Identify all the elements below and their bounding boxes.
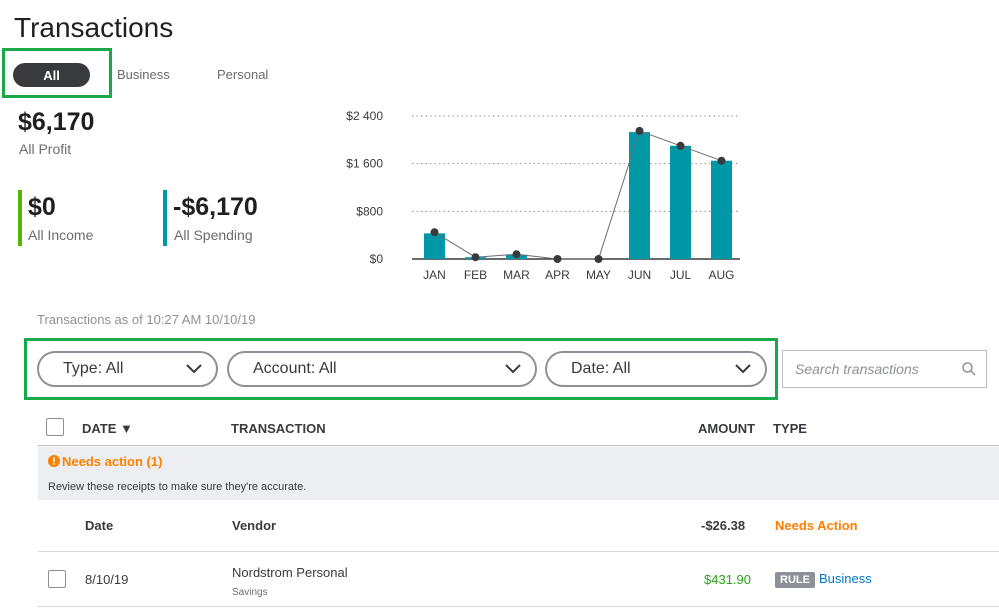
- pending-row-vendor: Vendor: [232, 518, 277, 533]
- account-filter-label: Account: All: [253, 360, 337, 377]
- rule-badge: RULE: [775, 572, 815, 588]
- chart-point: [635, 126, 644, 135]
- spending-indicator: [163, 190, 167, 246]
- row-checkbox[interactable]: [48, 570, 66, 588]
- pending-row-amount: -$26.38: [701, 518, 746, 533]
- chart-bar: [711, 160, 732, 259]
- chart-x-tick-label: JUL: [670, 268, 692, 282]
- header-divider: [38, 445, 999, 446]
- column-header-date[interactable]: DATE ▼: [82, 421, 133, 436]
- alert-icon: [48, 455, 60, 467]
- row-date: 8/10/19: [85, 572, 129, 587]
- date-filter-dropdown[interactable]: Date: All: [545, 351, 767, 387]
- tab-personal[interactable]: Personal: [217, 67, 269, 82]
- chart-y-tick-label: $0: [370, 252, 384, 266]
- chevron-down-icon: [186, 364, 202, 374]
- select-all-checkbox[interactable]: [46, 418, 64, 436]
- row-transaction-name[interactable]: Nordstrom Personal: [232, 565, 348, 580]
- chart-x-tick-label: MAY: [586, 268, 611, 282]
- filters-highlight: [24, 338, 778, 400]
- chevron-down-icon: [735, 364, 751, 374]
- as-of-timestamp: Transactions as of 10:27 AM 10/10/19: [37, 312, 256, 327]
- needs-action-description: Review these receipts to make sure they'…: [48, 481, 307, 493]
- spending-label: All Spending: [174, 227, 253, 243]
- needs-action-status[interactable]: Needs Action: [775, 518, 858, 533]
- column-header-amount: AMOUNT: [698, 421, 756, 436]
- chart-point: [430, 228, 439, 237]
- date-filter-label: Date: All: [571, 360, 631, 377]
- page-title: Transactions: [14, 12, 174, 43]
- chart-bar: [629, 132, 650, 259]
- chart-x-tick-label: JUN: [628, 268, 651, 282]
- row-divider: [38, 606, 999, 607]
- needs-action-banner: [38, 447, 999, 500]
- chart-y-tick-label: $1 600: [346, 157, 383, 171]
- search-input[interactable]: [793, 360, 957, 378]
- chart-x-tick-label: APR: [545, 268, 570, 282]
- account-filter-dropdown[interactable]: Account: All: [227, 351, 537, 387]
- chart-trend-line: [434, 130, 722, 260]
- chart-point: [594, 255, 603, 263]
- income-label: All Income: [28, 227, 94, 243]
- income-value: $0: [28, 193, 56, 221]
- chart-bar: [424, 233, 445, 259]
- chart-y-tick-label: $2 400: [346, 109, 383, 123]
- tab-all[interactable]: All: [13, 63, 90, 87]
- profit-label: All Profit: [19, 141, 72, 157]
- chart-point: [471, 253, 480, 262]
- monthly-profit-chart: $0 $800 $1 600 $2 400 JAN FEB MAR APR MAY JUN JUL A…: [346, 109, 740, 282]
- profit-value: $6,170: [18, 108, 95, 136]
- filter-tabs-highlight: [2, 48, 112, 98]
- needs-action-title[interactable]: Needs action (1): [62, 454, 163, 469]
- chart-x-tick-label: JAN: [423, 268, 446, 282]
- column-header-type: TYPE: [773, 421, 807, 436]
- tab-business[interactable]: Business: [117, 67, 170, 82]
- row-account: Savings: [232, 587, 268, 598]
- chart-bar: [670, 145, 691, 259]
- type-filter-dropdown[interactable]: Type: All: [37, 351, 218, 387]
- type-filter-label: Type: All: [63, 360, 124, 377]
- pending-row-date: Date: [85, 518, 114, 533]
- chart-x-tick-label: FEB: [464, 268, 487, 282]
- spending-value: -$6,170: [173, 193, 258, 221]
- chart-x-tick-label: MAR: [503, 268, 530, 282]
- search-icon[interactable]: [962, 362, 976, 376]
- chart-point: [717, 156, 726, 165]
- row-amount: $431.90: [704, 572, 751, 587]
- chart-point: [512, 250, 521, 259]
- search-box[interactable]: [782, 350, 987, 388]
- column-header-transaction: TRANSACTION: [231, 421, 326, 436]
- chart-point: [553, 255, 562, 263]
- chart-x-tick-label: AUG: [708, 268, 734, 282]
- income-indicator: [18, 190, 22, 246]
- chart-y-tick-label: $800: [356, 204, 383, 218]
- row-divider: [38, 551, 999, 552]
- row-type-link[interactable]: Business: [819, 571, 872, 586]
- chevron-down-icon: [505, 364, 521, 374]
- chart-point: [676, 141, 685, 150]
